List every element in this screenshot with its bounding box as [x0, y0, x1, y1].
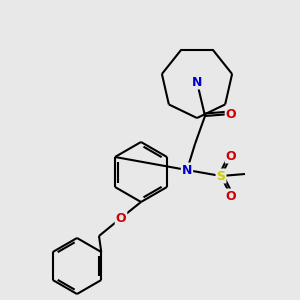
Text: O: O	[226, 190, 236, 202]
Text: N: N	[192, 76, 202, 88]
Text: S: S	[217, 169, 226, 182]
Text: N: N	[182, 164, 192, 176]
Text: O: O	[226, 149, 236, 163]
Text: O: O	[116, 212, 126, 224]
Text: O: O	[226, 107, 236, 121]
